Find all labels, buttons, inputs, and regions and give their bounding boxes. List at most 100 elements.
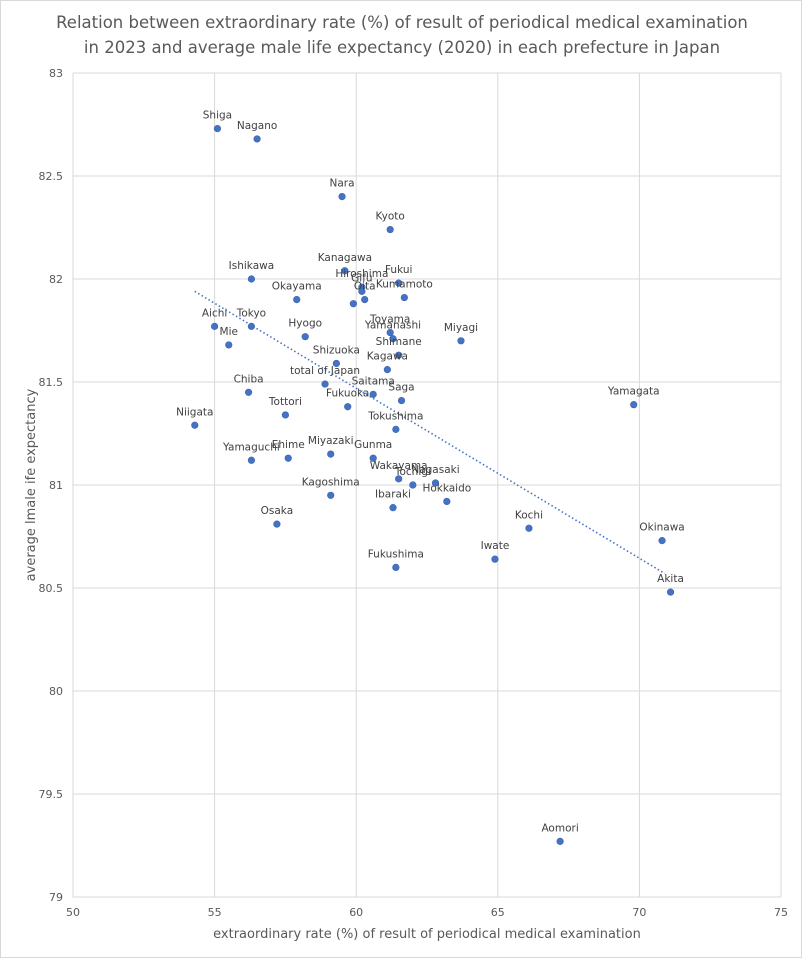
data-labels: Shiga Nagano Nara Kyoto Ishikawa Kanagawa Fuku… <box>176 110 685 835</box>
data-point <box>191 421 199 429</box>
data-point <box>338 193 346 201</box>
data-point <box>431 479 440 487</box>
x-tick-label: 75 <box>774 906 788 919</box>
data-point-label: Tokushima <box>367 410 423 422</box>
data-point <box>666 588 675 596</box>
data-point <box>244 388 253 396</box>
data-point <box>389 504 397 512</box>
data-point <box>400 293 408 302</box>
data-point <box>392 563 400 572</box>
y-tick-label: 80 <box>49 685 63 698</box>
data-point <box>358 287 366 295</box>
data-point-label: Yamagata <box>607 386 660 398</box>
data-point <box>225 341 233 349</box>
data-point-label: Niigata <box>176 406 213 418</box>
data-point <box>392 425 400 433</box>
data-point-label: Kyoto <box>376 211 405 223</box>
data-point <box>247 275 256 283</box>
x-tick-label: 50 <box>66 906 80 919</box>
data-point-label: Hyogo <box>288 318 322 330</box>
trendline <box>194 290 666 575</box>
data-point-label: Hiroshima <box>335 268 388 280</box>
data-point-label: Kochi <box>515 509 543 521</box>
data-point-label: Nara <box>330 178 355 190</box>
y-axis-title: average lmale ife expectancy <box>24 388 39 581</box>
data-point <box>409 481 417 489</box>
data-point-label: Kagawa <box>367 351 408 363</box>
data-point <box>361 296 369 304</box>
data-point <box>395 475 403 483</box>
data-point-label: total of Japan <box>290 365 360 377</box>
data-point <box>443 497 451 506</box>
data-point <box>213 125 222 133</box>
data-point-label: Wakayama <box>370 460 428 472</box>
data-point <box>321 380 329 388</box>
data-point-label: Tottori <box>268 396 302 408</box>
data-point-label: Fukushima <box>368 548 424 560</box>
data-point-label: Chiba <box>234 373 264 385</box>
data-point <box>386 328 394 337</box>
tick-labels: 79 79.5 80 80.5 81 81.5 82 82.5 83 50 55 60 65 70 75 <box>39 67 789 919</box>
x-tick-label: 55 <box>208 906 222 919</box>
y-tick-label: 79 <box>49 891 63 904</box>
data-point-label: Ibaraki <box>375 489 411 501</box>
data-point-label: Oita <box>354 281 376 293</box>
data-point-label: Miyagi <box>444 322 478 334</box>
y-tick-label: 81.5 <box>39 376 64 389</box>
gridlines <box>72 72 782 898</box>
data-point <box>525 524 533 532</box>
data-point <box>491 555 499 563</box>
data-point-label: Akita <box>657 573 684 585</box>
data-point <box>344 403 352 411</box>
data-point-label: Fukui <box>385 264 412 276</box>
data-point <box>327 450 335 458</box>
y-tick-label: 82 <box>49 273 63 286</box>
data-point-label: Miyazaki <box>308 435 354 447</box>
data-point <box>395 279 403 287</box>
data-point-label: Gunma <box>354 439 392 451</box>
chart-title-line-2: in 2023 and average male life expectancy… <box>84 38 720 57</box>
data-point <box>273 520 281 528</box>
data-point <box>386 225 394 234</box>
data-point-label: Kagoshima <box>302 476 360 488</box>
y-tick-label: 82.5 <box>39 170 64 183</box>
data-points <box>191 125 675 845</box>
data-point-label: Shiga <box>203 110 232 122</box>
data-point <box>293 296 301 304</box>
data-point <box>301 333 309 341</box>
data-point-label: Hokkaido <box>422 482 471 494</box>
data-point-label: Yamaguchi <box>222 441 280 453</box>
data-point <box>397 396 406 405</box>
data-point-label: Okinawa <box>639 522 684 534</box>
y-tick-label: 83 <box>49 67 63 80</box>
data-point <box>556 837 564 845</box>
data-point <box>369 454 377 462</box>
chart-title-line-1: Relation between extraordinary rate (%) … <box>56 13 748 32</box>
x-tick-label: 65 <box>491 906 505 919</box>
data-point-label: Gifu <box>351 272 372 284</box>
data-point <box>389 335 397 343</box>
data-point <box>247 322 256 330</box>
data-point-label: Tokyo <box>236 307 266 319</box>
data-point <box>349 300 357 308</box>
data-point-label: Nagasaki <box>411 464 459 476</box>
data-point-label: Shimane <box>376 336 422 348</box>
data-point-label: Nagano <box>237 120 277 132</box>
data-point <box>341 267 349 275</box>
data-point <box>658 537 666 545</box>
data-point-label: Aomori <box>541 822 578 834</box>
data-point-label: Saitama <box>352 375 395 387</box>
data-point <box>332 359 340 368</box>
data-point-label: Okayama <box>272 281 322 293</box>
data-point-label: Kanagawa <box>318 252 372 264</box>
data-point-label: Kumamoto <box>376 279 433 291</box>
data-point <box>247 456 256 464</box>
x-tick-label: 70 <box>632 906 646 919</box>
data-point <box>369 390 377 398</box>
data-point <box>395 351 403 359</box>
x-axis-title: extraordinary rate (%) of result of peri… <box>213 927 641 942</box>
data-point <box>281 411 290 419</box>
data-point <box>630 401 638 409</box>
